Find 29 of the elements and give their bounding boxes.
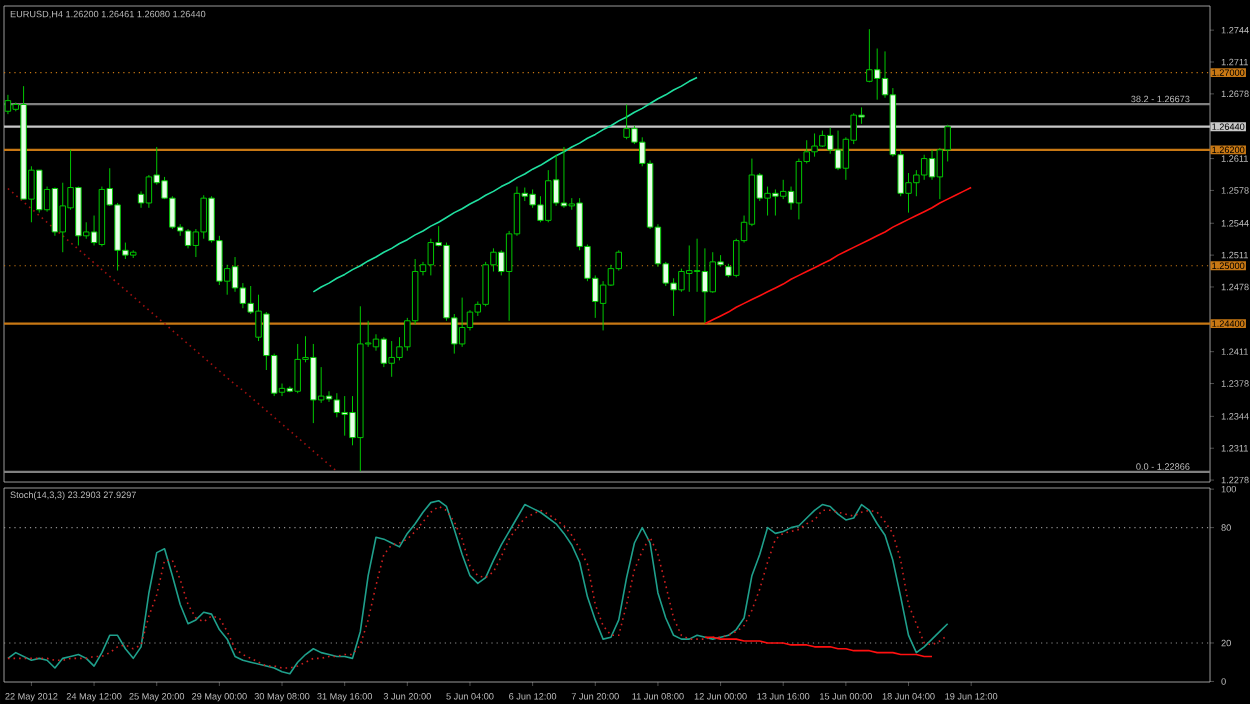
- candlestick: [623, 103, 630, 140]
- candlestick: [51, 187, 59, 237]
- candlestick: [333, 392, 341, 418]
- candlestick: [779, 179, 787, 200]
- candlestick: [693, 238, 701, 293]
- candlestick: [873, 47, 881, 101]
- candlestick: [388, 340, 395, 378]
- candlestick: [866, 28, 873, 83]
- candlestick: [686, 244, 693, 293]
- candlestick: [928, 149, 936, 181]
- candlestick: [678, 268, 685, 293]
- line-series: [312, 76, 698, 293]
- candlestick: [294, 343, 301, 394]
- candlestick: [834, 130, 842, 171]
- candlestick: [427, 238, 435, 276]
- candlestick: [560, 146, 568, 209]
- candlestick: [36, 169, 43, 214]
- candlestick: [310, 343, 317, 424]
- candlestick: [458, 297, 466, 348]
- candlestick: [811, 132, 818, 158]
- candlestick: [920, 154, 928, 181]
- candlestick: [341, 395, 348, 437]
- candlestick: [59, 182, 66, 253]
- candlestick: [145, 174, 153, 209]
- candlestick: [184, 228, 192, 249]
- candlestick: [701, 247, 709, 324]
- candlestick: [380, 336, 388, 368]
- candlestick: [795, 158, 803, 220]
- candlestick: [772, 188, 779, 217]
